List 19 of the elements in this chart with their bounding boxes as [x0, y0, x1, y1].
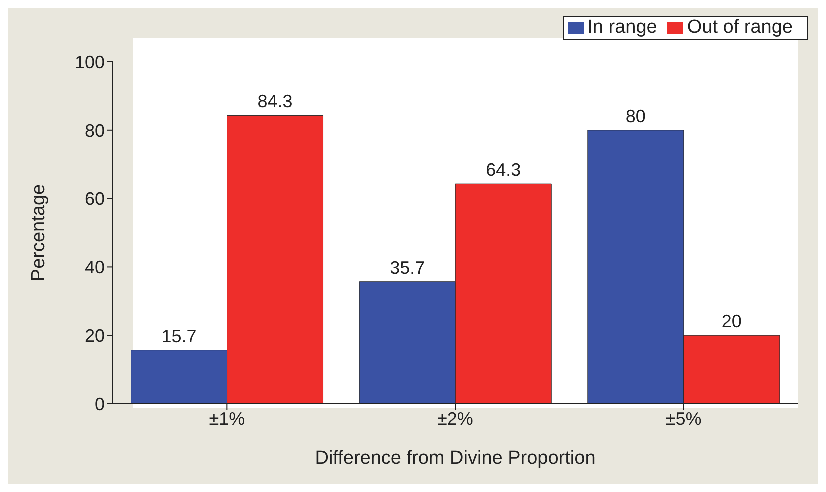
y-tick-label: 40: [84, 258, 105, 278]
y-tick-label: 0: [94, 394, 105, 414]
x-tick-label: ±1%: [209, 408, 246, 429]
y-axis-title: Percentage: [28, 184, 50, 282]
y-tick-label: 20: [84, 326, 105, 346]
y-tick-label: 80: [84, 120, 105, 141]
data-label: 80: [626, 106, 646, 126]
data-label: 35.7: [390, 258, 426, 278]
y-tick-label: 60: [84, 189, 105, 210]
y-tick-label: 100: [74, 52, 105, 72]
data-label: 20: [722, 312, 742, 332]
legend-label: Out of range: [687, 17, 793, 38]
data-label: 84.3: [258, 92, 293, 112]
x-tick-label: ±2%: [438, 408, 474, 429]
legend-label: In range: [588, 17, 658, 38]
data-label: 64.3: [486, 160, 522, 180]
data-label: 15.7: [162, 326, 197, 346]
x-tick-label: ±5%: [666, 408, 702, 429]
x-axis-title: Difference from Divine Proportion: [315, 448, 596, 469]
